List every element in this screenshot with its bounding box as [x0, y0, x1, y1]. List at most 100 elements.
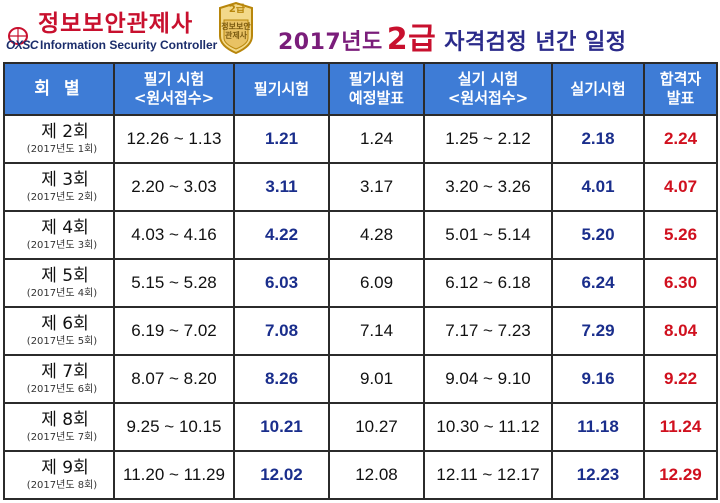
practical-exam-cell: 11.18 [551, 402, 645, 452]
practical-exam-cell: 7.29 [551, 306, 645, 356]
round-label: 제 5회 [41, 265, 89, 286]
practical-apply-cell: 6.12 ~ 6.18 [423, 258, 553, 308]
table-row: 제 6회 (2017년도 5회) 6.19 ~ 7.02 7.08 7.14 7.… [3, 306, 718, 356]
round-sub-label: (2017년도 8회) [26, 479, 98, 491]
header-written-apply: 필기 시험 <원서접수> [113, 62, 235, 116]
schedule-table: 회 별 필기 시험 <원서접수> 필기시험 필기시험 예정발표 실기 시험 <원서접수… [3, 62, 718, 500]
table-row: 제 7회 (2017년도 6회) 8.07 ~ 8.20 8.26 9.01 9.… [3, 354, 718, 404]
result-cell: 12.29 [643, 450, 718, 500]
practical-exam-cell: 5.20 [551, 210, 645, 260]
badge-text: 정보보안관제사 [221, 22, 251, 40]
table-header-row: 회 별 필기 시험 <원서접수> 필기시험 필기시험 예정발표 실기 시험 <원서접수… [3, 62, 718, 116]
header-written-apply-line2: <원서접수> [133, 89, 215, 107]
round-cell: 제 9회 (2017년도 8회) [3, 450, 115, 500]
written-exam-cell: 1.21 [233, 114, 330, 164]
round-sub-label: (2017년도 7회) [26, 431, 98, 443]
round-cell: 제 4회 (2017년도 3회) [3, 210, 115, 260]
written-exam-cell: 8.26 [233, 354, 330, 404]
written-notice-cell: 10.27 [328, 402, 425, 452]
round-cell: 제 6회 (2017년도 5회) [3, 306, 115, 356]
practical-apply-cell: 10.30 ~ 11.12 [423, 402, 553, 452]
round-label: 제 8회 [41, 409, 89, 430]
written-notice-cell: 1.24 [328, 114, 425, 164]
written-notice-cell: 3.17 [328, 162, 425, 212]
header-written-notice-line1: 필기시험 [348, 70, 405, 88]
header-written-exam: 필기시험 [233, 62, 330, 116]
written-exam-cell: 7.08 [233, 306, 330, 356]
table-body: 제 2회 (2017년도 1회) 12.26 ~ 1.13 1.21 1.24 1… [3, 114, 718, 500]
page-title: 2017년도 2급 자격검정 년간 일정 [278, 14, 626, 58]
practical-exam-cell: 12.23 [551, 450, 645, 500]
round-label: 제 3회 [41, 169, 89, 190]
written-apply-cell: 8.07 ~ 8.20 [113, 354, 235, 404]
header-result: 합격자 발표 [643, 62, 718, 116]
written-apply-cell: 12.26 ~ 1.13 [113, 114, 235, 164]
written-apply-cell: 2.20 ~ 3.03 [113, 162, 235, 212]
round-cell: 제 7회 (2017년도 6회) [3, 354, 115, 404]
round-sub-label: (2017년도 1회) [26, 143, 98, 155]
practical-apply-cell: 5.01 ~ 5.14 [423, 210, 553, 260]
title-rest: 자격검정 년간 일정 [444, 30, 627, 55]
table-row: 제 8회 (2017년도 7회) 9.25 ~ 10.15 10.21 10.27… [3, 402, 718, 452]
written-notice-cell: 12.08 [328, 450, 425, 500]
round-label: 제 2회 [41, 121, 89, 142]
logo-title: 정보보안관제사 [38, 11, 194, 37]
written-apply-cell: 11.20 ~ 11.29 [113, 450, 235, 500]
written-apply-cell: 5.15 ~ 5.28 [113, 258, 235, 308]
written-exam-cell: 4.22 [233, 210, 330, 260]
table-row: 제 3회 (2017년도 2회) 2.20 ~ 3.03 3.11 3.17 3.… [3, 162, 718, 212]
written-exam-cell: 12.02 [233, 450, 330, 500]
practical-apply-cell: 9.04 ~ 9.10 [423, 354, 553, 404]
header-written-notice-line2: 예정발표 [348, 89, 405, 107]
result-cell: 6.30 [643, 258, 718, 308]
header-result-line2: 발표 [666, 89, 695, 107]
written-notice-cell: 9.01 [328, 354, 425, 404]
round-sub-label: (2017년도 3회) [26, 239, 98, 251]
round-sub-label: (2017년도 6회) [26, 383, 98, 395]
round-sub-label: (2017년도 2회) [26, 191, 98, 203]
header-round: 회 별 [3, 62, 115, 116]
written-exam-cell: 6.03 [233, 258, 330, 308]
round-label: 제 9회 [41, 457, 89, 478]
round-cell: 제 3회 (2017년도 2회) [3, 162, 115, 212]
round-label: 제 7회 [41, 361, 89, 382]
header-practical-apply-line1: 실기 시험 [457, 70, 519, 88]
practical-apply-cell: 12.11 ~ 12.17 [423, 450, 553, 500]
header-written-notice: 필기시험 예정발표 [328, 62, 425, 116]
practical-apply-cell: 3.20 ~ 3.26 [423, 162, 553, 212]
logo-subtitle: Information Security Controller [40, 38, 218, 52]
header-written-apply-line1: 필기 시험 [143, 70, 205, 88]
round-cell: 제 8회 (2017년도 7회) [3, 402, 115, 452]
written-apply-cell: 9.25 ~ 10.15 [113, 402, 235, 452]
practical-exam-cell: 4.01 [551, 162, 645, 212]
result-cell: 9.22 [643, 354, 718, 404]
round-sub-label: (2017년도 5회) [26, 335, 98, 347]
table-row: 제 9회 (2017년도 8회) 11.20 ~ 11.29 12.02 12.0… [3, 450, 718, 500]
round-label: 제 6회 [41, 313, 89, 334]
round-cell: 제 2회 (2017년도 1회) [3, 114, 115, 164]
header-result-line1: 합격자 [659, 70, 702, 88]
result-cell: 8.04 [643, 306, 718, 356]
written-exam-cell: 10.21 [233, 402, 330, 452]
practical-apply-cell: 7.17 ~ 7.23 [423, 306, 553, 356]
practical-exam-cell: 9.16 [551, 354, 645, 404]
round-cell: 제 5회 (2017년도 4회) [3, 258, 115, 308]
header-practical-exam: 실기시험 [551, 62, 645, 116]
practical-apply-cell: 1.25 ~ 2.12 [423, 114, 553, 164]
result-cell: 5.26 [643, 210, 718, 260]
written-notice-cell: 6.09 [328, 258, 425, 308]
result-cell: 11.24 [643, 402, 718, 452]
written-apply-cell: 6.19 ~ 7.02 [113, 306, 235, 356]
logo-mark-text: OXSC [6, 38, 39, 52]
header-practical-apply-line2: <원서접수> [447, 89, 529, 107]
table-row: 제 2회 (2017년도 1회) 12.26 ~ 1.13 1.21 1.24 1… [3, 114, 718, 164]
written-apply-cell: 4.03 ~ 4.16 [113, 210, 235, 260]
written-notice-cell: 7.14 [328, 306, 425, 356]
practical-exam-cell: 6.24 [551, 258, 645, 308]
logo-globe-icon [8, 27, 28, 45]
written-notice-cell: 4.28 [328, 210, 425, 260]
practical-exam-cell: 2.18 [551, 114, 645, 164]
grade-badge-icon [219, 2, 253, 54]
result-cell: 4.07 [643, 162, 718, 212]
title-grade: 2급 [386, 22, 437, 57]
